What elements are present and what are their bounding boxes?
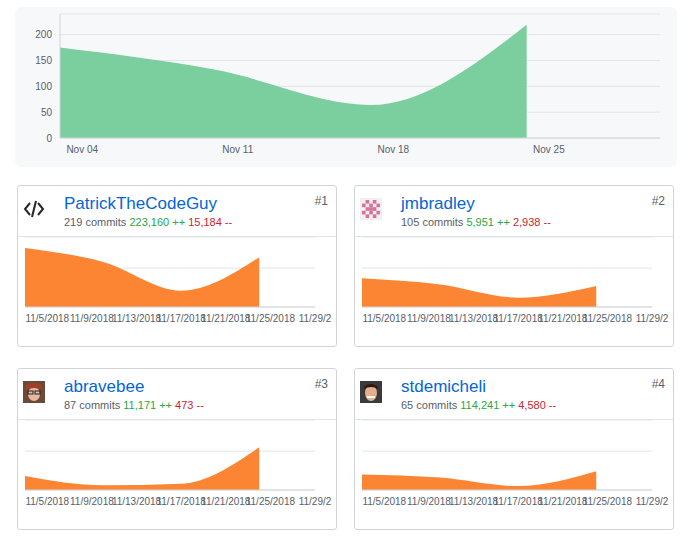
svg-text:11/9/2018: 11/9/2018	[407, 496, 451, 507]
svg-text:11/29/2: 11/29/2	[636, 496, 669, 507]
svg-text:11/13/2018: 11/13/2018	[449, 496, 499, 507]
svg-text:11/5/2018: 11/5/2018	[25, 313, 69, 324]
html-text:87 commits 11,171 ++ 473 --: 87 commits 11,171 ++ 473 --	[64, 399, 204, 411]
html-text:105 commits 5,951 ++ 2,938 --: 105 commits 5,951 ++ 2,938 --	[401, 216, 551, 228]
html-text:PatrickTheCodeGuy: PatrickTheCodeGuy	[64, 194, 218, 213]
svg-text:11/29/2: 11/29/2	[299, 496, 332, 507]
svg-text:11/29/2: 11/29/2	[299, 313, 332, 324]
html-text:#4: #4	[651, 377, 665, 391]
html-text:jmbradley: jmbradley	[401, 194, 475, 213]
html-text:#2: #2	[651, 194, 665, 208]
svg-text:Nov 04: Nov 04	[66, 144, 98, 155]
svg-text:11/13/2018: 11/13/2018	[112, 313, 162, 324]
svg-text:11/5/2018: 11/5/2018	[362, 496, 406, 507]
svg-text:11/13/2018: 11/13/2018	[449, 313, 499, 324]
svg-text:Nov 25: Nov 25	[533, 144, 565, 155]
svg-text:11/29/2: 11/29/2	[636, 313, 669, 324]
svg-text:11/9/2018: 11/9/2018	[70, 313, 114, 324]
svg-text:Nov 18: Nov 18	[377, 144, 409, 155]
svg-text:11/25/2018: 11/25/2018	[583, 313, 633, 324]
svg-text:11/21/2018: 11/21/2018	[201, 496, 251, 507]
html-text:stdemicheli: stdemicheli	[401, 377, 486, 396]
svg-text:11/21/2018: 11/21/2018	[538, 496, 588, 507]
svg-text:11/5/2018: 11/5/2018	[362, 313, 406, 324]
svg-text:200: 200	[35, 29, 52, 40]
html-text:#1: #1	[314, 194, 328, 208]
svg-text:11/25/2018: 11/25/2018	[246, 496, 296, 507]
svg-text:11/21/2018: 11/21/2018	[201, 313, 251, 324]
html-text:abravebee: abravebee	[64, 377, 145, 396]
svg-text:0: 0	[46, 133, 52, 144]
svg-text:50: 50	[41, 107, 53, 118]
svg-text:150: 150	[35, 55, 52, 66]
svg-text:11/17/2018: 11/17/2018	[493, 496, 543, 507]
svg-text:11/13/2018: 11/13/2018	[112, 496, 162, 507]
svg-text:11/17/2018: 11/17/2018	[156, 313, 206, 324]
svg-text:11/21/2018: 11/21/2018	[538, 313, 588, 324]
svg-text:11/17/2018: 11/17/2018	[156, 496, 206, 507]
html-text:#3: #3	[314, 377, 328, 391]
svg-text:100: 100	[35, 81, 52, 92]
svg-text:Nov 11: Nov 11	[222, 144, 253, 155]
svg-text:11/9/2018: 11/9/2018	[70, 496, 114, 507]
html-text:65 commits 114,241 ++ 4,580 --: 65 commits 114,241 ++ 4,580 --	[401, 399, 557, 411]
svg-text:11/25/2018: 11/25/2018	[583, 496, 633, 507]
svg-text:11/5/2018: 11/5/2018	[25, 496, 69, 507]
svg-text:11/9/2018: 11/9/2018	[407, 313, 451, 324]
svg-text:11/17/2018: 11/17/2018	[493, 313, 543, 324]
html-text:219 commits 223,160 ++ 15,184: 219 commits 223,160 ++ 15,184 --	[64, 216, 233, 228]
svg-text:11/25/2018: 11/25/2018	[246, 313, 296, 324]
